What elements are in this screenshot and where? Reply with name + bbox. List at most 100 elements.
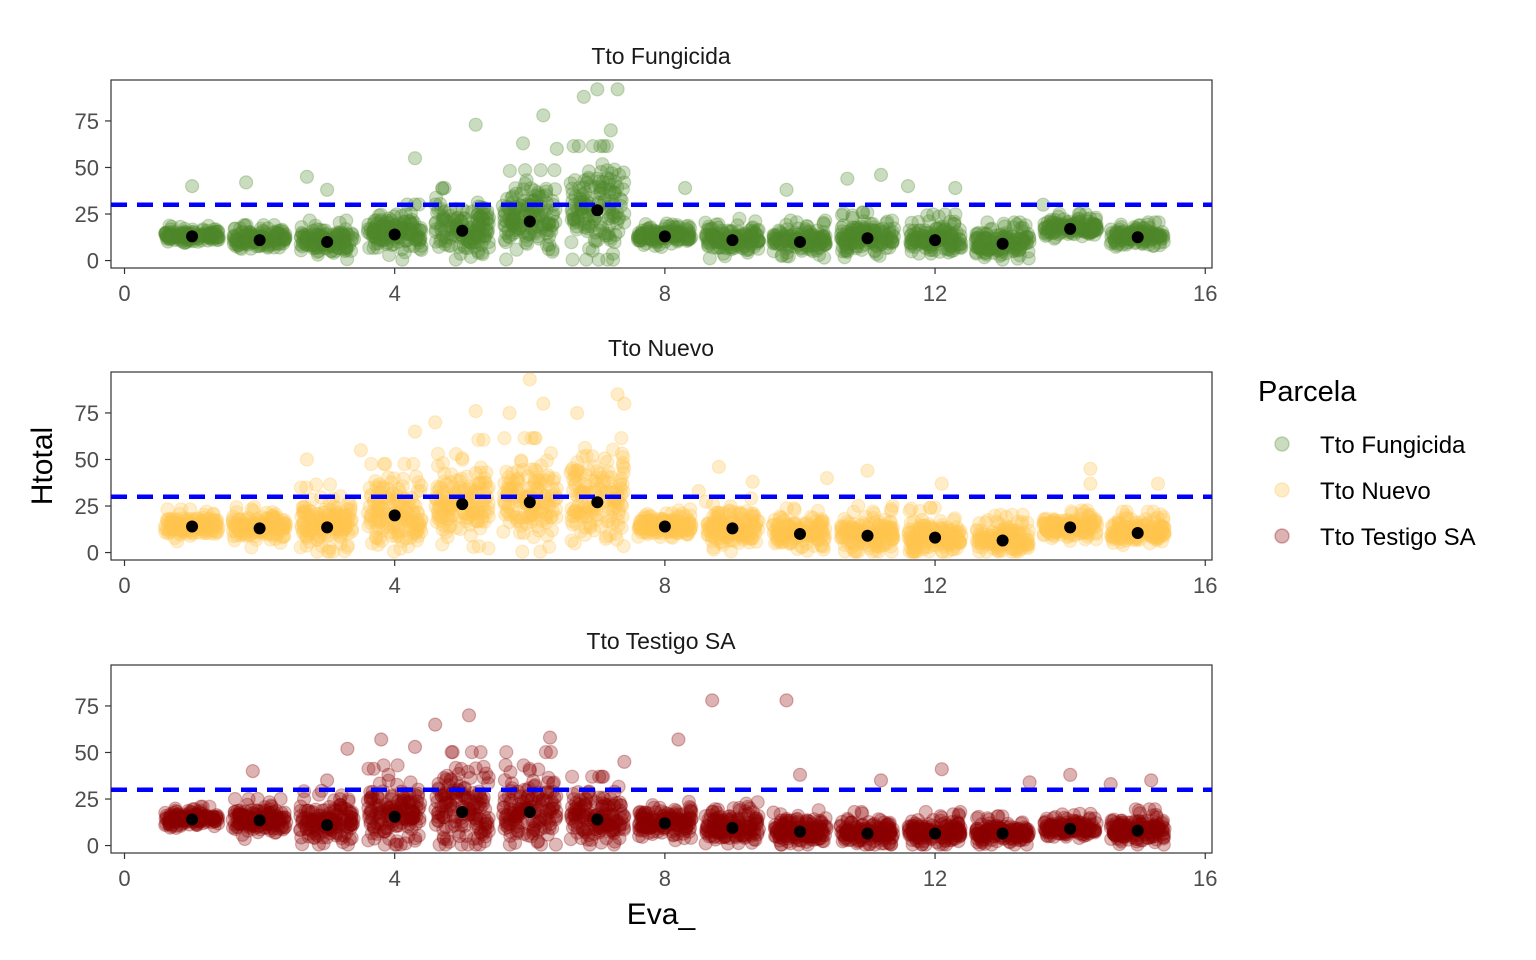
data-point	[414, 512, 429, 527]
data-point	[436, 210, 451, 225]
data-point	[457, 240, 473, 255]
data-point	[665, 217, 680, 232]
data-point	[463, 230, 478, 245]
data-point	[302, 507, 317, 522]
data-point	[159, 231, 174, 246]
data-point	[456, 238, 471, 253]
data-point	[1089, 514, 1104, 530]
data-point	[310, 240, 325, 255]
data-point	[480, 223, 496, 238]
data-point	[475, 228, 490, 244]
data-point	[469, 224, 484, 239]
data-point	[519, 173, 534, 188]
data-point	[581, 172, 596, 187]
data-point	[369, 230, 384, 245]
data-point	[307, 234, 322, 249]
data-point	[476, 432, 491, 447]
data-point	[471, 217, 486, 232]
data-point	[403, 214, 418, 229]
data-point	[233, 233, 248, 248]
data-point	[396, 471, 411, 486]
data-point	[474, 245, 489, 260]
mean-marker	[1064, 521, 1077, 534]
outlier-point	[468, 117, 483, 132]
y-tick-label: 75	[75, 401, 99, 426]
data-point	[547, 182, 563, 197]
data-point	[884, 213, 900, 228]
data-point	[298, 234, 313, 249]
data-point	[497, 218, 512, 233]
data-point	[604, 166, 620, 181]
data-point	[202, 229, 217, 244]
data-point	[611, 224, 626, 239]
data-point	[234, 233, 249, 248]
data-point	[515, 544, 530, 559]
data-point	[397, 245, 412, 260]
data-point	[164, 219, 179, 234]
data-point	[681, 227, 697, 242]
data-point	[434, 232, 449, 247]
data-point	[434, 218, 449, 233]
data-point	[435, 181, 450, 196]
data-point	[337, 244, 352, 259]
data-point	[472, 209, 487, 224]
data-point	[482, 210, 497, 225]
data-point	[310, 244, 325, 260]
outlier-point	[353, 443, 368, 458]
data-point	[884, 527, 899, 542]
data-point	[208, 222, 223, 237]
data-point	[208, 230, 223, 245]
data-point	[570, 209, 586, 224]
data-point	[608, 175, 623, 190]
data-point	[457, 211, 472, 226]
data-point	[165, 229, 180, 244]
data-point	[593, 139, 608, 154]
data-point	[539, 184, 554, 199]
data-point	[606, 210, 621, 225]
data-point	[332, 241, 347, 256]
data-point	[539, 237, 555, 253]
data-point	[402, 226, 418, 241]
data-point	[367, 514, 382, 529]
data-point	[204, 229, 219, 244]
mean-marker	[523, 496, 536, 509]
data-point	[600, 252, 615, 267]
data-point	[264, 227, 279, 242]
data-point	[366, 216, 382, 231]
data-point	[507, 207, 522, 222]
outlier-point	[590, 82, 605, 97]
data-point	[296, 234, 311, 249]
data-point	[1036, 528, 1051, 543]
data-point	[442, 215, 457, 230]
data-point	[530, 185, 546, 200]
data-point	[499, 252, 514, 267]
data-point	[501, 222, 516, 238]
data-point	[243, 241, 259, 256]
data-point	[970, 230, 986, 245]
data-point	[1019, 235, 1034, 250]
data-point	[582, 216, 597, 231]
panel-title: Tto Testigo SA	[586, 628, 736, 654]
data-point	[412, 235, 427, 250]
data-point	[638, 230, 654, 245]
data-point	[276, 236, 291, 251]
data-point	[504, 215, 519, 230]
data-point	[598, 228, 613, 243]
data-point	[241, 226, 256, 241]
data-point	[537, 218, 553, 233]
data-point	[271, 225, 286, 241]
data-point	[595, 220, 610, 235]
data-point	[204, 227, 219, 242]
data-point	[535, 220, 550, 235]
data-point	[229, 231, 244, 246]
data-point	[667, 222, 682, 237]
data-point	[397, 214, 412, 229]
data-point	[475, 212, 490, 227]
data-point	[639, 230, 654, 245]
outlier-point	[299, 169, 314, 184]
data-point	[165, 226, 180, 241]
data-point	[502, 230, 517, 245]
data-point	[438, 237, 453, 252]
data-point	[401, 213, 416, 229]
data-point	[307, 226, 322, 241]
